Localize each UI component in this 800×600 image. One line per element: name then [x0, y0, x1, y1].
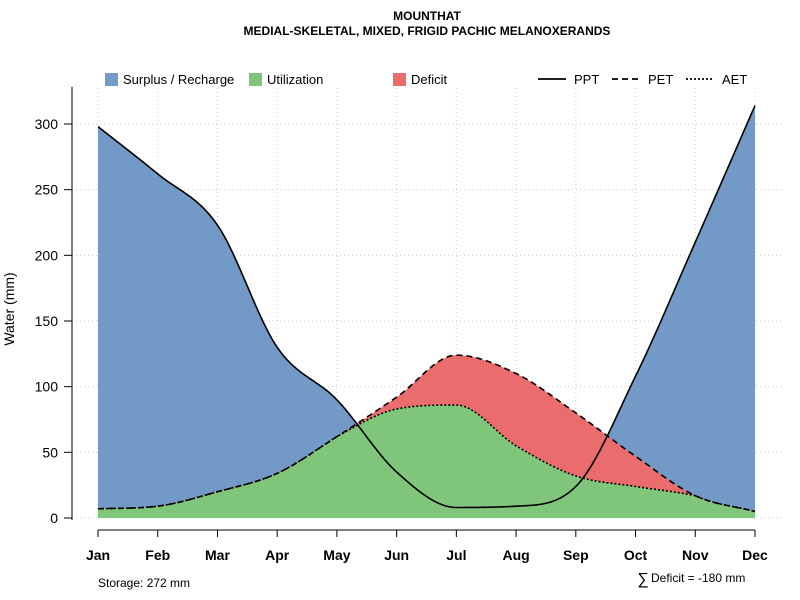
x-tick-label-jul: Jul	[446, 547, 466, 563]
x-tick-label-apr: Apr	[265, 547, 290, 563]
x-tick-label-nov: Nov	[682, 547, 709, 563]
x-tick-label-feb: Feb	[145, 547, 170, 563]
chart-subtitle: MEDIAL-SKELETAL, MIXED, FRIGID PACHIC ME…	[244, 24, 611, 38]
y-tick-label: 100	[35, 379, 59, 395]
legend: Surplus / Recharge Utilization Deficit PPT P…	[105, 72, 747, 87]
deficit-sum-symbol: ∑	[637, 571, 648, 588]
y-tick-label: 0	[50, 510, 58, 526]
deficit-total-text: Deficit = -180 mm	[651, 571, 745, 585]
x-tick-label-oct: Oct	[624, 547, 648, 563]
series-line-pet	[97, 354, 756, 513]
x-tick-label-jan: Jan	[86, 547, 110, 563]
legend-swatch-1	[249, 73, 262, 86]
storage-text: Storage: 272 mm	[98, 576, 190, 590]
deficit-area	[98, 355, 755, 512]
y-tick-label: 300	[35, 116, 59, 132]
legend-label-pet: PET	[648, 72, 673, 87]
legend-label-area-0: Surplus / Recharge	[123, 72, 234, 87]
series-line-ppt	[97, 105, 756, 509]
legend-label-aet: AET	[722, 72, 747, 87]
series-lines	[97, 105, 756, 513]
x-tick-label-may: May	[323, 547, 350, 563]
y-tick-label: 50	[42, 444, 58, 460]
y-tick-label: 200	[35, 247, 59, 263]
legend-label-area-1: Utilization	[267, 72, 323, 87]
x-tick-label-jun: Jun	[384, 547, 409, 563]
legend-swatch-0	[105, 73, 118, 86]
x-tick-label-mar: Mar	[205, 547, 230, 563]
y-tick-label: 250	[35, 182, 59, 198]
x-tick-label-sep: Sep	[563, 547, 589, 563]
axes: 0 50 100 150 200 250 300 Jan Feb Mar Apr May Jun Jul A…	[35, 86, 768, 563]
utilization-area	[98, 405, 755, 518]
legend-label-ppt: PPT	[574, 72, 599, 87]
areas	[98, 105, 755, 518]
y-tick-label: 150	[35, 313, 59, 329]
chart-title: MOUNTHAT	[393, 9, 461, 23]
x-tick-label-dec: Dec	[742, 547, 768, 563]
surplus-area	[98, 105, 755, 512]
legend-label-area-2: Deficit	[411, 72, 448, 87]
legend-swatch-2	[393, 73, 406, 86]
y-axis-label: Water (mm)	[1, 272, 17, 345]
x-tick-label-aug: Aug	[502, 547, 529, 563]
